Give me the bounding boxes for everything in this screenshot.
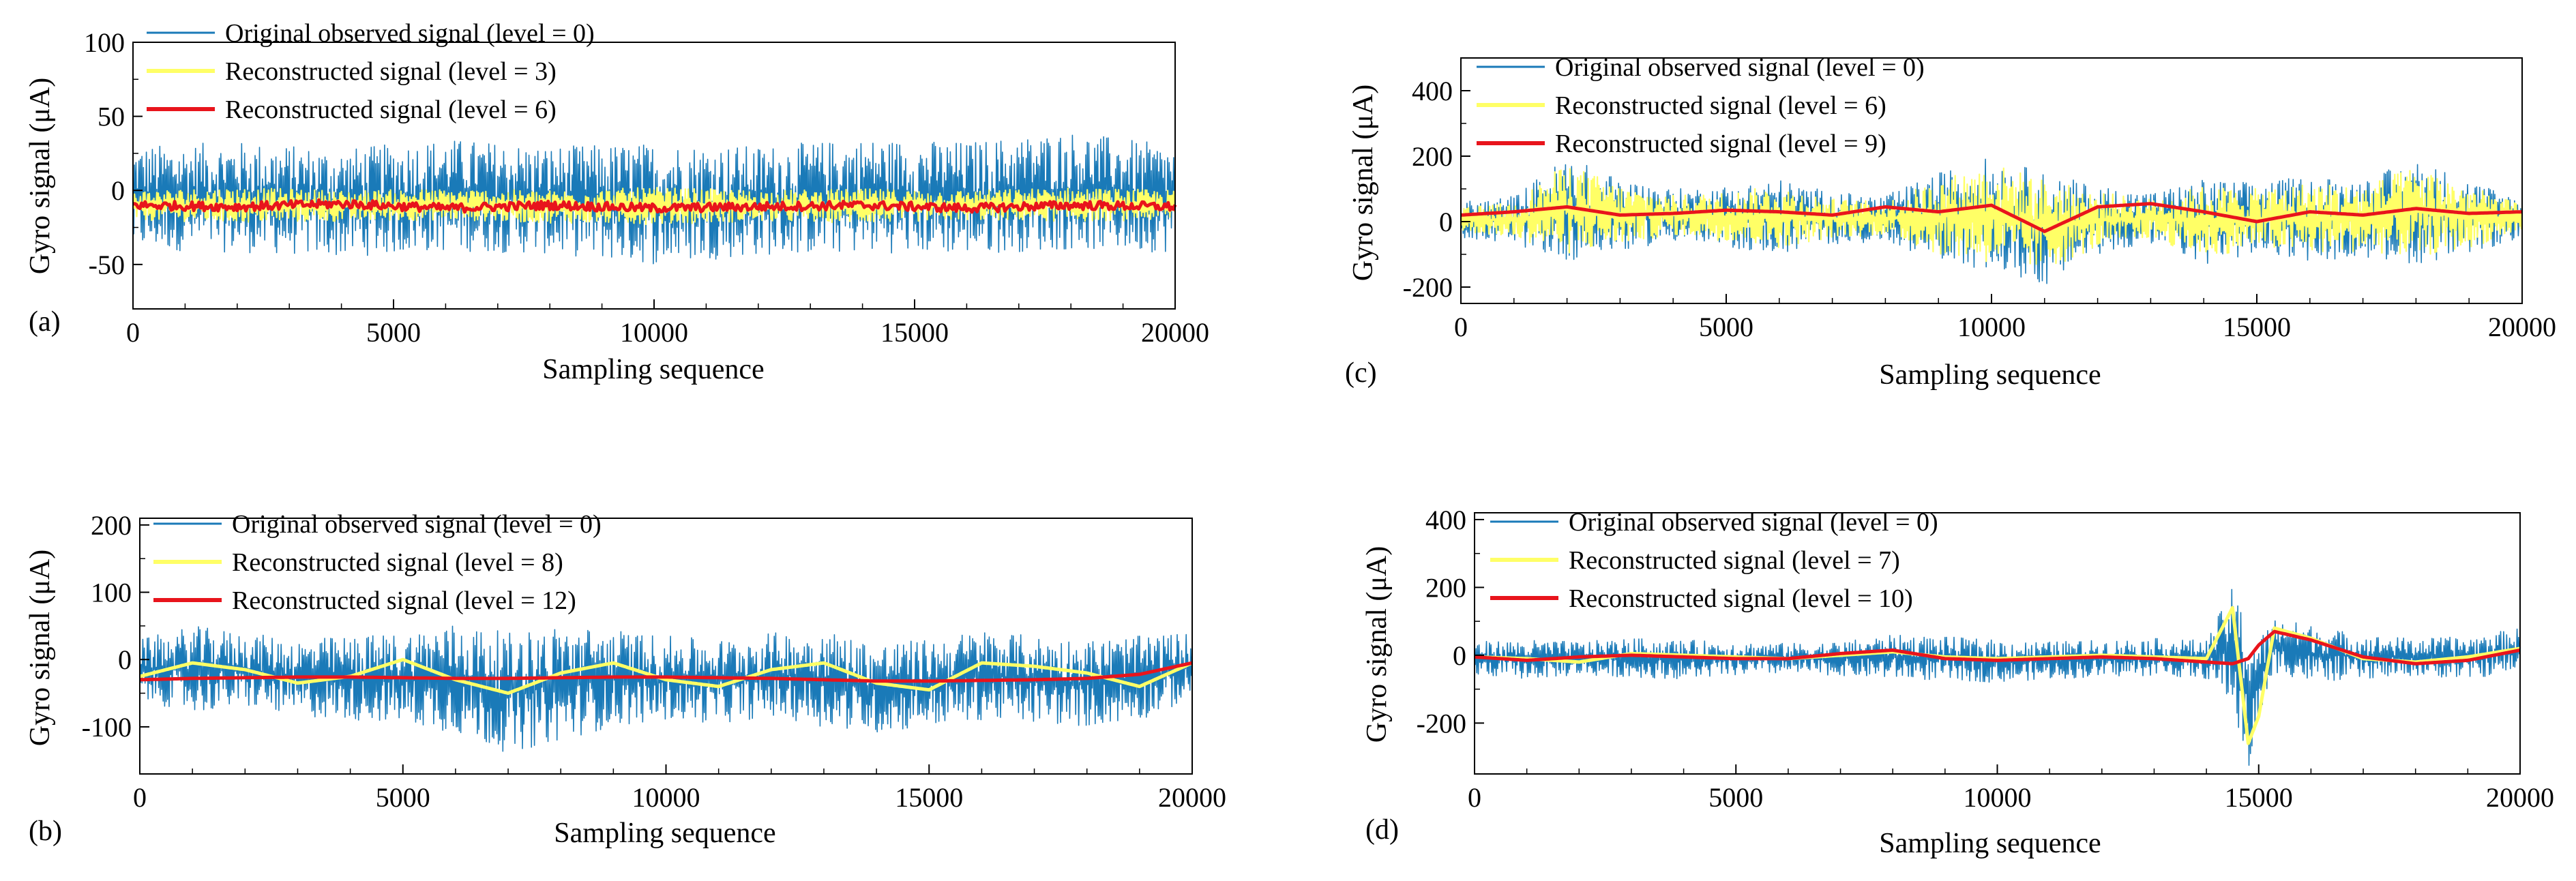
panel-b-xtick-label: 20000 (1158, 782, 1226, 813)
panel-c-ylabel: Gyro signal (μA) (1348, 85, 1379, 281)
panel-b-ylabel: Gyro signal (μA) (25, 550, 56, 746)
panel-a-xtick-label: 20000 (1141, 317, 1209, 348)
panel-a-series-2-line (132, 198, 1177, 214)
panel-d-xtick-label: 15000 (2225, 782, 2293, 813)
panel-a-legend-label-2: Reconstructed signal (level = 6) (225, 95, 557, 124)
panel-c-xtick-label: 20000 (2488, 312, 2556, 342)
panel-d: 0 5000 10000 15000 20000 -200 0 200 400 Original… (1361, 505, 2554, 859)
panel-d-series-2-line (1474, 629, 2521, 666)
panel-a-ytick-label: 0 (111, 175, 125, 206)
panel-c-xlabel: Sampling sequence (1879, 359, 2101, 391)
panel-d-xtick-label: 0 (1468, 782, 1481, 813)
panel-a-legend: Original observed signal (level = 0) Reco… (147, 19, 595, 124)
panel-c-legend-label-1: Reconstructed signal (level = 6) (1555, 91, 1886, 120)
panel-b-legend: Original observed signal (level = 0) Reco… (153, 510, 602, 615)
panel-b-ytick-label: -100 (82, 712, 132, 743)
panel-c-letter: (c) (1345, 357, 1377, 389)
panel-d-xlabel: Sampling sequence (1879, 828, 2101, 859)
panel-b-legend-label-0: Original observed signal (level = 0) (232, 510, 602, 539)
panel-a-xtick-label: 10000 (620, 317, 688, 348)
panel-a-ylabel: Gyro signal (μA) (25, 78, 56, 274)
panel-c-ytick-label: 200 (1412, 141, 1453, 172)
panel-b-xtick-label: 0 (133, 782, 147, 813)
panel-c-ytick-label: -200 (1403, 272, 1453, 303)
panel-c-legend-label-2: Reconstructed signal (level = 9) (1555, 130, 1886, 158)
panel-a-xtick-label: 15000 (880, 317, 949, 348)
panel-c-series-2-line (1460, 202, 2523, 233)
panel-d-legend-label-0: Original observed signal (level = 0) (1569, 508, 1938, 537)
panel-c-xtick-label: 5000 (1699, 312, 1753, 342)
panel-c-series-1-line (1460, 167, 2523, 265)
panel-d-series-yellow (1474, 606, 2521, 745)
panel-a-ytick-label: 100 (84, 27, 125, 58)
panel-d-series-blue (1474, 588, 2521, 766)
panel-d-legend: Original observed signal (level = 0) Reco… (1490, 508, 1938, 613)
panel-b-legend-label-1: Reconstructed signal (level = 8) (232, 548, 563, 577)
panel-a-letter: (a) (29, 306, 61, 338)
panel-a-legend-label-1: Reconstructed signal (level = 3) (225, 57, 557, 86)
panel-b-series-2-line (140, 661, 1193, 683)
panel-a-legend-label-0: Original observed signal (level = 0) (225, 19, 595, 48)
panel-d-series-red (1474, 629, 2521, 666)
panel-b-xtick-label: 10000 (632, 782, 700, 813)
panel-b-series-yellow (139, 657, 1193, 696)
panel-b-xtick-label: 5000 (376, 782, 430, 813)
panel-d-xtick-label: 10000 (1964, 782, 2032, 813)
panel-c-xtick-label: 10000 (1957, 312, 2026, 342)
panel-a-series-yellow (132, 187, 1176, 226)
panel-d-series-0-line (1474, 588, 2521, 766)
panel-d-ytick-label: 0 (1453, 640, 1466, 671)
panel-b-xtick-label: 15000 (895, 782, 963, 813)
panel-b-letter: (b) (29, 816, 62, 847)
panel-c-ytick-label: 0 (1439, 207, 1453, 237)
panel-b-ytick-label: 100 (91, 578, 132, 608)
panel-a-ytick-label: 50 (98, 102, 125, 132)
panel-a-series-red (132, 198, 1177, 214)
panel-d-ytick-label: 400 (1425, 505, 1466, 535)
panel-d-xtick-label: 5000 (1708, 782, 1763, 813)
panel-d-ytick-label: 200 (1425, 572, 1466, 603)
panel-d-legend-label-1: Reconstructed signal (level = 7) (1569, 546, 1900, 575)
panel-a-ytick-label: -50 (89, 250, 125, 280)
panel-d-series-1-line (1474, 606, 2521, 745)
panel-a-series-1-line (132, 187, 1176, 226)
panel-c-xtick-label: 0 (1454, 312, 1468, 342)
panel-d-legend-label-2: Reconstructed signal (level = 10) (1569, 584, 1913, 613)
panel-a-xtick-label: 0 (126, 317, 140, 348)
panel-d-ylabel: Gyro signal (μA) (1361, 546, 1393, 743)
panel-c-series-red (1460, 202, 2523, 233)
panel-a-xlabel: Sampling sequence (542, 354, 764, 385)
panel-d-xtick-label: 20000 (2486, 782, 2554, 813)
panel-b-ytick-label: 0 (118, 644, 132, 675)
panel-b-series-blue (139, 625, 1193, 752)
panel-b-ytick-label: 200 (91, 510, 132, 541)
panel-a: 0 5000 10000 15000 20000 -50 0 50 100 Original o… (25, 19, 1209, 385)
panel-d-axes: 0 5000 10000 15000 20000 -200 0 200 400 (1417, 505, 2554, 813)
panel-b-series-red (140, 661, 1193, 683)
panel-c-ytick-label: 400 (1412, 76, 1453, 106)
panel-a-axes: 0 5000 10000 15000 20000 -50 0 50 100 (84, 27, 1209, 348)
panel-b-legend-label-2: Reconstructed signal (level = 12) (232, 586, 576, 615)
panel-b-xlabel: Sampling sequence (554, 818, 775, 849)
panel-d-ytick-label: -200 (1417, 708, 1466, 738)
panel-a-xtick-label: 5000 (366, 317, 421, 348)
panel-b-axes: 0 5000 10000 15000 20000 -100 0 100 200 (82, 510, 1226, 813)
panel-b-series-1-line (139, 657, 1193, 696)
panel-c-series-yellow (1460, 167, 2523, 265)
panel-b-series-0-line (139, 625, 1193, 752)
panel-b: 0 5000 10000 15000 20000 -100 0 100 200 Original… (25, 510, 1226, 849)
panel-c-xtick-label: 15000 (2223, 312, 2291, 342)
panel-c-legend-label-0: Original observed signal (level = 0) (1555, 53, 1925, 82)
panel-d-letter: (d) (1365, 814, 1399, 846)
panel-c-legend: Original observed signal (level = 0) Reco… (1477, 53, 1925, 158)
